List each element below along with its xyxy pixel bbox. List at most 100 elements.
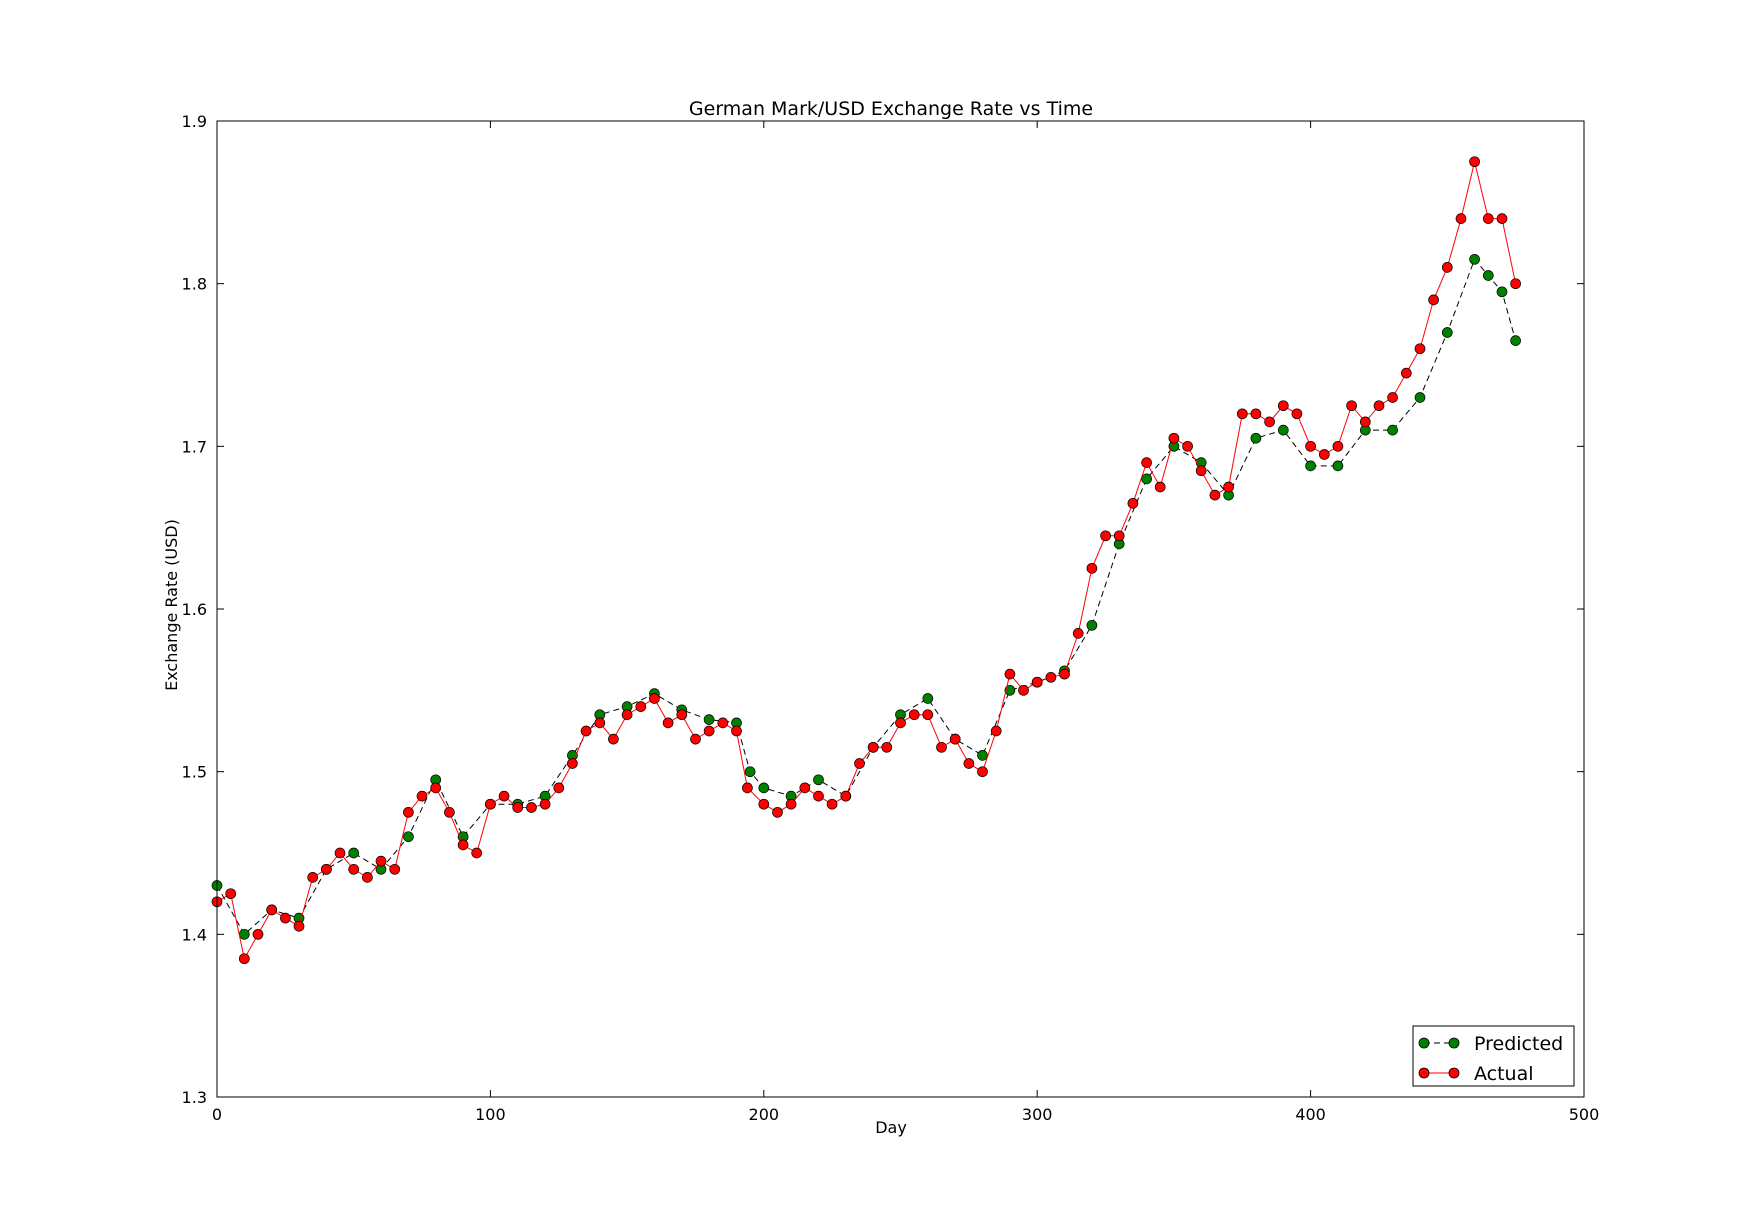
legend-actual-marker (1418, 1067, 1430, 1079)
actual-point (1387, 392, 1398, 403)
actual-point (690, 733, 701, 745)
predicted-point (1305, 460, 1316, 472)
plot-series (211, 156, 1521, 965)
predicted-point (348, 847, 360, 859)
actual-point (416, 790, 428, 802)
x-tick-label: 400 (1295, 1105, 1326, 1124)
predicted-point (977, 750, 988, 761)
actual-point (895, 717, 906, 729)
predicted-point (1277, 424, 1289, 436)
predicted-point (1469, 253, 1480, 265)
actual-point (430, 782, 442, 794)
actual-point (649, 693, 660, 704)
legend-box (1412, 1025, 1575, 1087)
predicted-point (403, 831, 414, 843)
actual-point (403, 806, 414, 818)
predicted-point (1250, 432, 1262, 444)
actual-point (635, 701, 647, 712)
actual-point (1182, 440, 1193, 452)
actual-point (1346, 400, 1357, 412)
actual-point (742, 782, 753, 794)
predicted-point (238, 928, 250, 940)
actual-point (1154, 481, 1166, 493)
actual-point (731, 725, 742, 737)
actual-point (1318, 449, 1330, 460)
y-tick-label: 1.7 (182, 437, 207, 456)
predicted-point (1141, 473, 1152, 485)
y-tick-label: 1.3 (182, 1088, 207, 1107)
actual-point (676, 709, 688, 721)
predicted-point (922, 693, 934, 704)
actual-point (1264, 416, 1275, 428)
predicted-point (744, 766, 756, 778)
actual-point (1414, 343, 1426, 355)
predicted-point (703, 714, 715, 725)
y-axis-label: Exchange Rate (USD) (162, 519, 181, 691)
actual-point (1291, 408, 1303, 420)
actual-point (854, 758, 865, 769)
actual-point (580, 725, 592, 737)
actual-point (758, 798, 770, 810)
actual-point (553, 782, 565, 794)
actual-point (1168, 432, 1180, 444)
actual-point (867, 741, 879, 753)
actual-point (389, 863, 401, 875)
actual-point (813, 790, 824, 802)
actual-point (662, 717, 674, 729)
actual-point (1332, 440, 1344, 452)
legend-actual-marker-end (1448, 1067, 1460, 1079)
actual-point (922, 709, 934, 721)
legend: Predicted Actual (1412, 1025, 1575, 1087)
y-tick-label: 1.9 (182, 112, 207, 131)
actual-point (1072, 628, 1084, 639)
actual-point (799, 782, 811, 794)
actual-point (936, 741, 947, 753)
actual-point (362, 872, 373, 883)
actual-point (1113, 530, 1125, 542)
x-tick-label: 500 (1569, 1105, 1600, 1124)
actual-point (594, 717, 606, 729)
actual-point (1250, 408, 1262, 420)
x-tick-label: 0 (212, 1105, 222, 1124)
actual-point (457, 839, 469, 851)
y-tick-label: 1.4 (182, 925, 207, 944)
plot-frame (216, 120, 1585, 1098)
predicted-point (1086, 619, 1098, 631)
axis-ticks: 0 100 200 300 400 500 1.3 1.4 1.5 1.6 1.7 1.8 1.9 (182, 112, 1600, 1124)
actual-point (225, 888, 237, 900)
actual-point (1100, 530, 1111, 542)
actual-point (785, 798, 797, 810)
actual-point (498, 790, 510, 802)
actual-point (826, 798, 838, 810)
actual-point (1428, 294, 1439, 306)
actual-point (1236, 408, 1248, 420)
legend-predicted-marker (1418, 1037, 1430, 1049)
actual-point (772, 806, 783, 818)
predicted-point (1482, 270, 1494, 281)
actual-point (608, 733, 619, 745)
actual-point (334, 847, 346, 859)
x-tick-label: 100 (475, 1105, 506, 1124)
actual-point (1496, 213, 1508, 224)
actual-point (990, 725, 1002, 737)
actual-point (375, 855, 387, 867)
actual-point (1441, 262, 1453, 273)
actual-point (840, 790, 852, 802)
y-tick-label: 1.8 (182, 275, 207, 294)
actual-point (1223, 481, 1234, 493)
legend-predicted-label: Predicted (1474, 1033, 1563, 1055)
actual-point (1305, 440, 1316, 452)
actual-point (949, 733, 961, 745)
predicted-point (1004, 684, 1016, 696)
legend-predicted-marker-end (1448, 1037, 1460, 1049)
predicted-point (813, 774, 824, 786)
actual-point (485, 798, 496, 810)
actual-point (321, 863, 332, 875)
predicted-point (1332, 460, 1344, 472)
y-tick-label: 1.5 (182, 763, 207, 782)
actual-point (1277, 400, 1289, 412)
y-tick-label: 1.6 (182, 600, 207, 619)
